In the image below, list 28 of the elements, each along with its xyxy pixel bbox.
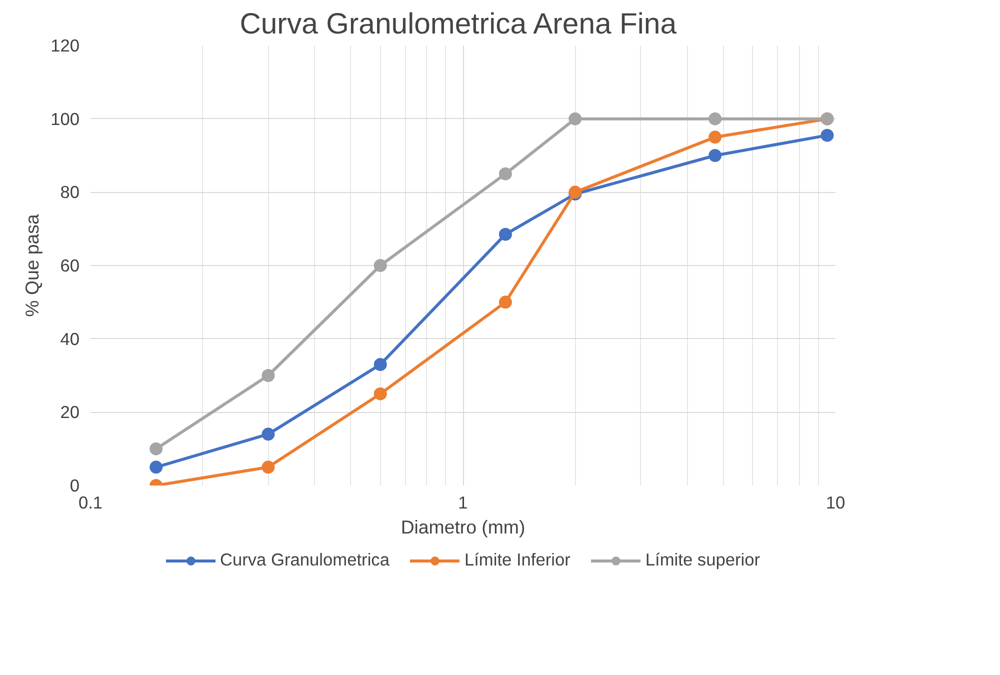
- point: [374, 358, 387, 371]
- x-tick-label: 0.1: [78, 492, 103, 512]
- point: [708, 149, 722, 162]
- chart-title: Curva Granulometrica Arena Fina: [240, 8, 678, 40]
- y-axis-title: % Que pasa: [22, 214, 43, 317]
- y-tick-label: 60: [60, 256, 80, 276]
- x-tick-label: 10: [826, 492, 846, 512]
- point: [150, 442, 163, 456]
- point: [708, 112, 722, 126]
- y-tick-label: 100: [50, 108, 80, 129]
- point: [262, 460, 275, 474]
- point: [262, 369, 275, 382]
- point: [374, 259, 387, 272]
- point: [150, 460, 163, 474]
- x-tick-label: 1: [458, 492, 468, 512]
- legend-label: Límite superior: [645, 550, 760, 570]
- point: [708, 130, 722, 144]
- point: [262, 428, 275, 441]
- x-axis-title: Diametro (mm): [400, 516, 526, 538]
- point: [820, 128, 834, 142]
- point: [374, 387, 387, 400]
- y-tick-label: 40: [60, 328, 80, 349]
- legend-label: Curva Granulometrica: [220, 550, 390, 570]
- legend-label: Límite Inferior: [464, 550, 570, 570]
- y-tick-label: 20: [60, 402, 80, 422]
- y-tick-label: 80: [60, 182, 80, 202]
- y-tick-label: 120: [50, 36, 80, 56]
- y-tick-label: 0: [70, 476, 80, 496]
